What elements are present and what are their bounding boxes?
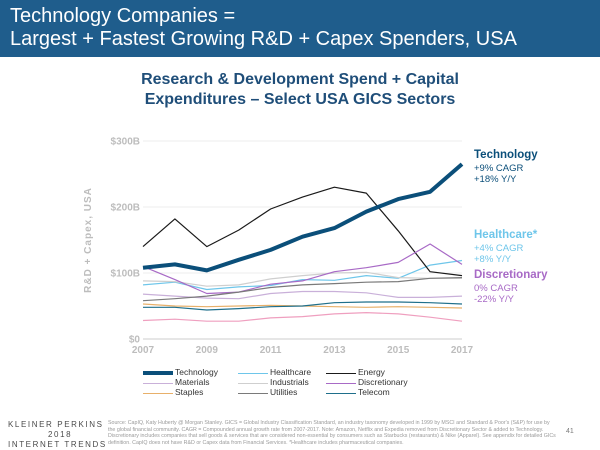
legend-swatch-industrials xyxy=(238,382,268,384)
legend-label-utilities: Utilities xyxy=(270,387,298,397)
x-tick-label: 2013 xyxy=(323,345,346,356)
x-tick-label: 2017 xyxy=(451,345,474,356)
series-line-utilities xyxy=(142,277,463,302)
logo-line2: 2018 xyxy=(48,430,73,439)
annotation-technology-name: Technology xyxy=(474,149,538,161)
legend-swatch-technology xyxy=(143,371,173,375)
legend-label-energy: Energy xyxy=(358,367,385,377)
annotation-discretionary-yy: -22% Y/Y xyxy=(474,294,514,305)
legend-label-technology: Technology xyxy=(175,367,219,377)
chart-title-line2: Expenditures – Select USA GICS Sectors xyxy=(144,91,456,108)
legend-swatch-energy xyxy=(326,372,356,374)
legend-label-discretionary: Discretionary xyxy=(358,377,408,387)
series-line-discretionary xyxy=(142,243,463,295)
legend-swatch-discretionary xyxy=(326,382,356,384)
chart-title-line1: Research & Development Spend + Capital xyxy=(141,71,459,88)
legend-swatch-materials xyxy=(143,382,173,384)
slide-header: Technology Companies = Largest + Fastest… xyxy=(0,0,600,57)
series-line-healthcare xyxy=(142,259,463,291)
series-line-industrials xyxy=(142,271,462,287)
legend-swatch-staples xyxy=(143,392,173,394)
page-number: 41 xyxy=(566,428,574,435)
y-tick-label: $0 xyxy=(129,335,141,346)
legend-label-industrials: Industrials xyxy=(270,377,309,387)
slide-title-line2: Largest + Fastest Growing R&D + Capex Sp… xyxy=(10,28,517,50)
annotation-healthcare-yy: +8% Y/Y xyxy=(474,254,512,265)
y-axis-label: R&D + Capex, USA xyxy=(83,187,94,293)
series-line-technology xyxy=(142,162,464,273)
legend-label-telecom: Telecom xyxy=(358,387,390,397)
annotation-discretionary-name: Discretionary xyxy=(474,269,548,281)
logo-line1: KLEINER PERKINS xyxy=(8,420,104,429)
source-note: Source: CapIQ, Katy Huberty @ Morgan Sta… xyxy=(108,420,556,447)
x-tick-label: 2015 xyxy=(387,345,410,356)
y-tick-label: $200B xyxy=(111,203,140,214)
annotation-healthcare-name: Healthcare* xyxy=(474,229,538,241)
annotation-healthcare-cagr: +4% CAGR xyxy=(474,243,524,254)
series-line-energy xyxy=(142,186,463,277)
annotation-technology-cagr: +9% CAGR xyxy=(474,163,524,174)
x-tick-label: 2011 xyxy=(260,345,282,356)
legend-swatch-telecom xyxy=(326,392,356,394)
annotation-technology-yy: +18% Y/Y xyxy=(474,174,517,185)
logo-line3: INTERNET TRENDS xyxy=(8,440,107,449)
legend-swatch-healthcare xyxy=(238,372,268,374)
y-tick-label: $100B xyxy=(111,269,140,280)
annotation-discretionary-cagr: 0% CAGR xyxy=(474,283,518,294)
legend-label-healthcare: Healthcare xyxy=(270,367,312,377)
series-line-telecom xyxy=(143,301,463,311)
slide-title-line1: Technology Companies = xyxy=(10,5,236,27)
x-tick-label: 2009 xyxy=(196,345,219,356)
legend-label-staples: Staples xyxy=(175,387,204,397)
series-line-unlabeled xyxy=(142,312,463,322)
x-tick-label: 2007 xyxy=(132,345,155,356)
y-tick-label: $300B xyxy=(111,137,140,148)
legend-swatch-utilities xyxy=(238,392,268,394)
legend-label-materials: Materials xyxy=(175,377,210,387)
